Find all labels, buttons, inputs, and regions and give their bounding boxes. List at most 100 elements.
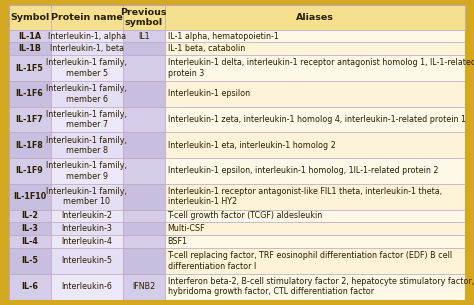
Bar xyxy=(51,42,123,55)
Bar xyxy=(165,132,465,158)
Text: IL-1F8: IL-1F8 xyxy=(16,141,44,150)
Bar xyxy=(51,158,123,184)
Bar xyxy=(165,248,465,274)
Text: Interleukin-1 family,
member 7: Interleukin-1 family, member 7 xyxy=(46,110,127,129)
Bar xyxy=(123,5,165,30)
Bar xyxy=(165,222,465,235)
Bar xyxy=(165,55,465,81)
Text: Aliases: Aliases xyxy=(296,13,334,22)
Bar xyxy=(123,210,165,222)
Bar xyxy=(9,107,51,132)
Bar xyxy=(165,184,465,210)
Bar xyxy=(9,132,51,158)
Bar xyxy=(165,5,465,30)
Bar xyxy=(51,248,123,274)
Text: Interleukin-3: Interleukin-3 xyxy=(61,224,112,233)
Bar xyxy=(9,5,51,30)
Text: IL-4: IL-4 xyxy=(21,237,38,246)
Text: Interleukin-1 family,
member 5: Interleukin-1 family, member 5 xyxy=(46,59,127,78)
Bar xyxy=(165,274,465,300)
Text: Interleukin-5: Interleukin-5 xyxy=(61,257,112,265)
Bar xyxy=(123,184,165,210)
Bar xyxy=(51,107,123,132)
Bar xyxy=(51,55,123,81)
Text: IL-5: IL-5 xyxy=(21,257,38,265)
Text: IL1: IL1 xyxy=(138,31,150,41)
Bar xyxy=(165,81,465,107)
Text: Interleukin-2: Interleukin-2 xyxy=(61,211,112,221)
Text: IL-2: IL-2 xyxy=(21,211,38,221)
Text: Interleukin-1 eta, interleukin-1 homolog 2: Interleukin-1 eta, interleukin-1 homolog… xyxy=(167,141,335,150)
Text: IL-6: IL-6 xyxy=(21,282,38,291)
Bar xyxy=(51,235,123,248)
Text: Interleukin-1 receptor antagonist-like FIL1 theta, interleukin-1 theta,
interleu: Interleukin-1 receptor antagonist-like F… xyxy=(167,187,442,206)
Bar xyxy=(123,158,165,184)
Bar xyxy=(165,107,465,132)
Bar xyxy=(123,55,165,81)
Text: IL-1A: IL-1A xyxy=(18,31,41,41)
Bar xyxy=(123,132,165,158)
Text: Symbol: Symbol xyxy=(10,13,49,22)
Bar xyxy=(165,210,465,222)
Bar xyxy=(9,274,51,300)
Bar xyxy=(9,222,51,235)
Text: Previous
symbol: Previous symbol xyxy=(120,8,167,27)
Bar xyxy=(51,81,123,107)
Bar xyxy=(123,42,165,55)
Bar xyxy=(51,132,123,158)
Text: BSF1: BSF1 xyxy=(167,237,188,246)
Bar xyxy=(165,235,465,248)
Text: IL-1 alpha, hematopoietin-1: IL-1 alpha, hematopoietin-1 xyxy=(167,31,278,41)
Bar xyxy=(51,274,123,300)
Text: IL-1 beta, catabolin: IL-1 beta, catabolin xyxy=(167,45,245,53)
Bar xyxy=(9,184,51,210)
Bar xyxy=(123,30,165,42)
Bar xyxy=(51,222,123,235)
Text: IL-1B: IL-1B xyxy=(18,45,41,53)
Text: Interleukin-1 family,
member 10: Interleukin-1 family, member 10 xyxy=(46,187,127,206)
Bar xyxy=(123,235,165,248)
Bar xyxy=(9,158,51,184)
Text: IL-1F10: IL-1F10 xyxy=(13,192,46,201)
Text: Interleukin-1, beta: Interleukin-1, beta xyxy=(50,45,124,53)
Text: Interleukin-1 family,
member 9: Interleukin-1 family, member 9 xyxy=(46,161,127,181)
Bar xyxy=(9,42,51,55)
Text: IL-1F6: IL-1F6 xyxy=(16,89,44,99)
Text: IL-3: IL-3 xyxy=(21,224,38,233)
Text: Interferon beta-2, B-cell stimulatory factor 2, hepatocyte stimulatory factor,
h: Interferon beta-2, B-cell stimulatory fa… xyxy=(167,277,474,296)
Text: Protein name: Protein name xyxy=(51,13,123,22)
Bar xyxy=(51,30,123,42)
Bar xyxy=(123,274,165,300)
Text: T-cell replacing factor, TRF eosinophil differentiation factor (EDF) B cell
diff: T-cell replacing factor, TRF eosinophil … xyxy=(167,251,453,271)
Bar xyxy=(9,81,51,107)
Text: Interleukin-1 family,
member 8: Interleukin-1 family, member 8 xyxy=(46,136,127,155)
Bar xyxy=(9,30,51,42)
Text: Multi-CSF: Multi-CSF xyxy=(167,224,205,233)
Text: Interleukin-1 delta, interleukin-1 receptor antagonist homolog 1, IL-1-related
p: Interleukin-1 delta, interleukin-1 recep… xyxy=(167,59,474,78)
Bar xyxy=(123,107,165,132)
Bar xyxy=(165,42,465,55)
Text: Interleukin-1 family,
member 6: Interleukin-1 family, member 6 xyxy=(46,84,127,104)
Bar xyxy=(9,248,51,274)
Bar xyxy=(9,235,51,248)
Text: IL-1F9: IL-1F9 xyxy=(16,167,44,175)
Text: Interleukin-1 epsilon, interleukin-1 homolog, 1IL-1-related protein 2: Interleukin-1 epsilon, interleukin-1 hom… xyxy=(167,167,438,175)
Bar xyxy=(165,30,465,42)
Text: Interleukin-1 epsilon: Interleukin-1 epsilon xyxy=(167,89,250,99)
Text: IL-1F5: IL-1F5 xyxy=(16,64,44,73)
Bar xyxy=(9,210,51,222)
Text: Interleukin-4: Interleukin-4 xyxy=(61,237,112,246)
Text: Interleukin-1, alpha: Interleukin-1, alpha xyxy=(47,31,126,41)
Text: Interleukin-1 zeta, interleukin-1 homolog 4, interleukin-1-related protein 1: Interleukin-1 zeta, interleukin-1 homolo… xyxy=(167,115,465,124)
Bar xyxy=(123,222,165,235)
Text: IL-1F7: IL-1F7 xyxy=(16,115,44,124)
Bar xyxy=(51,5,123,30)
Text: IFNB2: IFNB2 xyxy=(132,282,155,291)
Bar xyxy=(165,158,465,184)
Bar xyxy=(123,248,165,274)
Bar xyxy=(123,81,165,107)
Bar xyxy=(51,184,123,210)
Bar xyxy=(51,210,123,222)
Bar xyxy=(9,55,51,81)
Text: Interleukin-6: Interleukin-6 xyxy=(61,282,112,291)
